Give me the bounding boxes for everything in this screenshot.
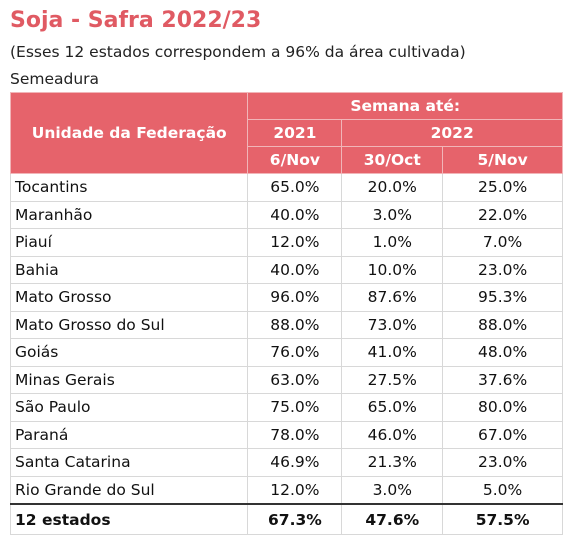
value-cell: 12.0% [247, 475, 343, 505]
value-cell: 25.0% [442, 173, 563, 202]
state-cell: Minas Gerais [9, 365, 249, 394]
value-cell: 23.0% [442, 255, 563, 284]
table-row: Santa Catarina 46.9% 21.3% 23.0% [9, 448, 563, 477]
table-row: São Paulo 75.0% 65.0% 80.0% [9, 393, 563, 422]
value-cell: 47.6% [341, 503, 444, 535]
state-cell: São Paulo [9, 393, 249, 422]
table-row: Mato Grosso do Sul 88.0% 73.0% 88.0% [9, 310, 563, 339]
state-cell: 12 estados [9, 503, 249, 535]
state-cell: Mato Grosso do Sul [9, 310, 249, 339]
value-cell: 76.0% [247, 338, 343, 367]
state-cell: Goiás [9, 338, 249, 367]
value-cell: 75.0% [247, 393, 343, 422]
table-row: Paraná 78.0% 46.0% 67.0% [9, 420, 563, 449]
date-header: 5/Nov [442, 146, 563, 174]
value-cell: 12.0% [247, 228, 343, 257]
table-row: Goiás 76.0% 41.0% 48.0% [9, 338, 563, 367]
value-cell: 65.0% [247, 173, 343, 202]
value-cell: 5.0% [442, 475, 563, 505]
value-cell: 37.6% [442, 365, 563, 394]
state-cell: Maranhão [9, 200, 249, 229]
value-cell: 80.0% [442, 393, 563, 422]
title: Soja - Safra 2022/23 [10, 8, 262, 33]
week-header: Semana até: [247, 92, 563, 120]
state-cell: Bahia [9, 255, 249, 284]
table-row: Rio Grande do Sul 12.0% 3.0% 5.0% [9, 475, 563, 505]
value-cell: 67.3% [247, 503, 343, 535]
value-cell: 21.3% [341, 448, 444, 477]
value-cell: 1.0% [341, 228, 444, 257]
table-row: Bahia 40.0% 10.0% 23.0% [9, 255, 563, 284]
value-cell: 73.0% [341, 310, 444, 339]
table-row: Tocantins 65.0% 20.0% 25.0% [9, 173, 563, 202]
state-cell: Paraná [9, 420, 249, 449]
table-body: Tocantins 65.0% 20.0% 25.0% Maranhão 40.0% 3.0… [9, 173, 563, 535]
value-cell: 78.0% [247, 420, 343, 449]
state-cell: Santa Catarina [9, 448, 249, 477]
value-cell: 40.0% [247, 255, 343, 284]
value-cell: 57.5% [442, 503, 563, 535]
value-cell: 63.0% [247, 365, 343, 394]
value-cell: 20.0% [341, 173, 444, 202]
subtitle: (Esses 12 estados correspondem a 96% da … [10, 43, 466, 61]
state-header: Unidade da Federação [9, 92, 249, 174]
state-cell: Tocantins [9, 173, 249, 202]
value-cell: 41.0% [341, 338, 444, 367]
table-row: Maranhão 40.0% 3.0% 22.0% [9, 200, 563, 229]
value-cell: 7.0% [442, 228, 563, 257]
value-cell: 96.0% [247, 283, 343, 312]
value-cell: 46.0% [341, 420, 444, 449]
value-cell: 46.9% [247, 448, 343, 477]
date-header: 6/Nov [247, 146, 343, 174]
value-cell: 23.0% [442, 448, 563, 477]
table-row: Mato Grosso 96.0% 87.6% 95.3% [9, 283, 563, 312]
state-cell: Piauí [9, 228, 249, 257]
value-cell: 67.0% [442, 420, 563, 449]
value-cell: 27.5% [341, 365, 444, 394]
table-row: Piauí 12.0% 1.0% 7.0% [9, 228, 563, 257]
value-cell: 95.3% [442, 283, 563, 312]
value-cell: 48.0% [442, 338, 563, 367]
data-table: Unidade da Federação Semana até: 2021 20… [9, 92, 563, 535]
value-cell: 87.6% [341, 283, 444, 312]
state-cell: Rio Grande do Sul [9, 475, 249, 505]
value-cell: 40.0% [247, 200, 343, 229]
value-cell: 22.0% [442, 200, 563, 229]
year-header: 2021 [247, 119, 343, 147]
state-cell: Mato Grosso [9, 283, 249, 312]
page: Soja - Safra 2022/23 (Esses 12 estados c… [9, 8, 563, 535]
value-cell: 65.0% [341, 393, 444, 422]
table-row: Minas Gerais 63.0% 27.5% 37.6% [9, 365, 563, 394]
year-header: 2022 [341, 119, 563, 147]
table-row: 12 estados 67.3% 47.6% 57.5% [9, 503, 563, 535]
value-cell: 10.0% [341, 255, 444, 284]
value-cell: 3.0% [341, 200, 444, 229]
section-label: Semeadura [10, 70, 100, 88]
value-cell: 88.0% [442, 310, 563, 339]
date-header: 30/Oct [341, 146, 444, 174]
value-cell: 3.0% [341, 475, 444, 505]
value-cell: 88.0% [247, 310, 343, 339]
